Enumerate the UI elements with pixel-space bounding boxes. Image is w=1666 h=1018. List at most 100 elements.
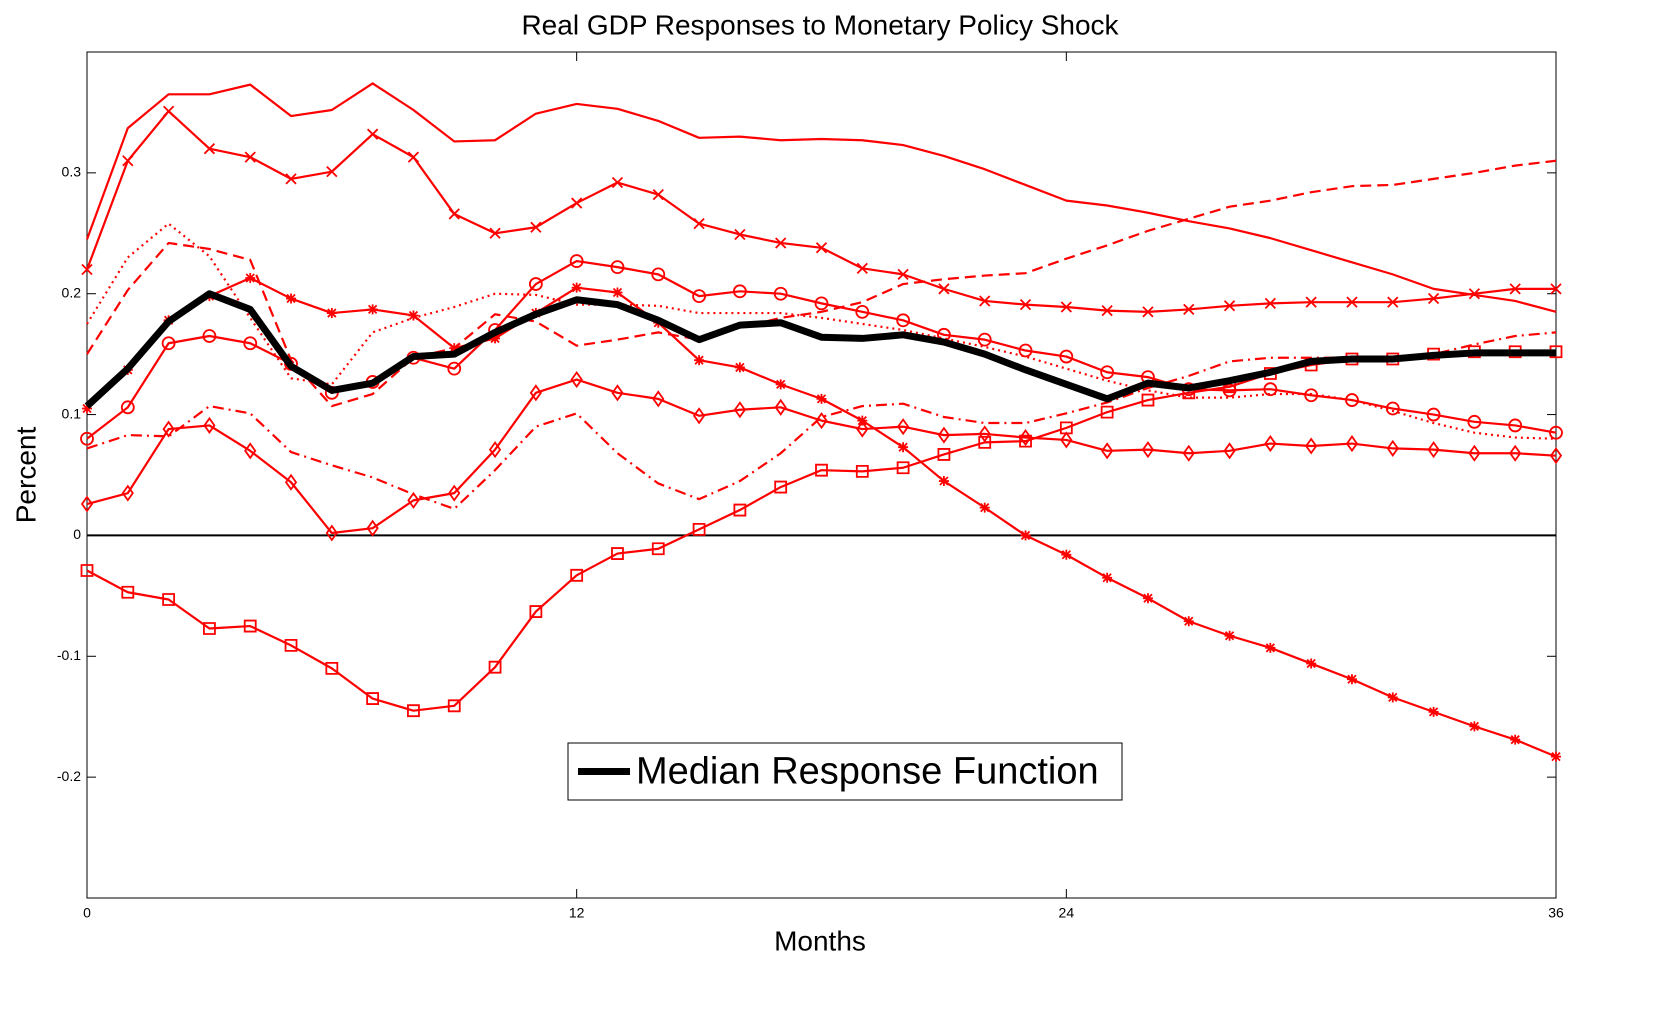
marker — [448, 208, 460, 220]
marker — [1345, 393, 1359, 407]
marker — [611, 176, 624, 189]
marker — [652, 390, 665, 408]
marker — [938, 283, 950, 295]
marker — [694, 355, 705, 366]
marker — [611, 384, 624, 402]
chart-title: Real GDP Responses to Monetary Policy Sh… — [521, 9, 1119, 40]
marker — [1141, 393, 1155, 407]
marker — [407, 704, 420, 718]
marker — [775, 379, 786, 390]
marker — [407, 151, 420, 163]
marker — [571, 197, 583, 209]
marker — [978, 435, 992, 449]
marker — [1059, 421, 1073, 435]
x-tick-label: 24 — [1059, 905, 1075, 921]
marker — [651, 542, 665, 556]
marker — [734, 362, 745, 373]
marker — [162, 105, 175, 117]
marker — [1386, 439, 1399, 457]
marker — [733, 503, 747, 517]
marker — [1061, 549, 1072, 560]
marker — [1020, 530, 1031, 541]
marker — [570, 370, 583, 389]
marker — [898, 442, 909, 453]
marker — [122, 155, 134, 167]
marker — [366, 692, 380, 705]
marker — [120, 400, 135, 415]
marker — [1101, 442, 1114, 460]
response-line — [86, 222, 1557, 440]
marker — [407, 491, 420, 509]
marker — [284, 473, 298, 491]
marker — [1387, 692, 1398, 703]
marker — [162, 593, 176, 606]
marker — [897, 268, 909, 281]
marker — [569, 254, 584, 268]
marker — [652, 188, 664, 201]
y-tick-label: 0.1 — [62, 405, 82, 421]
marker — [896, 461, 910, 475]
marker — [1223, 442, 1236, 460]
marker — [326, 308, 337, 319]
marker — [979, 502, 990, 513]
response-line — [86, 331, 1557, 510]
marker — [855, 464, 869, 478]
marker — [1060, 431, 1073, 449]
y-tick-label: -0.1 — [57, 647, 81, 663]
marker — [529, 384, 542, 402]
marker — [1427, 441, 1440, 459]
marker — [773, 286, 788, 301]
legend-label: Median Response Function — [636, 751, 1099, 793]
marker — [774, 480, 788, 494]
marker — [1509, 444, 1522, 462]
marker — [408, 310, 419, 321]
marker — [447, 699, 461, 713]
marker — [774, 398, 787, 416]
marker — [1059, 349, 1074, 364]
marker — [203, 622, 216, 635]
median-line — [84, 290, 1556, 409]
marker — [447, 361, 462, 376]
marker — [1510, 734, 1521, 745]
y-tick-label: 0.3 — [62, 164, 82, 180]
marker — [1060, 301, 1072, 313]
marker — [244, 151, 256, 163]
y-tick-label: 0.2 — [62, 284, 82, 300]
marker — [528, 277, 543, 291]
marker — [1142, 306, 1154, 318]
marker — [692, 407, 706, 425]
marker — [1346, 674, 1357, 685]
marker — [80, 495, 94, 513]
marker — [244, 442, 257, 460]
marker — [80, 564, 94, 577]
y-tick-label: 0 — [73, 526, 81, 542]
marker — [162, 420, 175, 438]
marker — [896, 313, 911, 328]
marker — [1264, 435, 1277, 453]
marker — [81, 263, 93, 276]
marker — [1387, 296, 1399, 308]
marker — [1183, 616, 1194, 627]
marker — [1549, 447, 1563, 465]
marker — [243, 336, 258, 351]
marker — [203, 143, 216, 155]
marker — [816, 393, 827, 404]
marker — [732, 284, 747, 299]
marker — [570, 568, 584, 582]
marker — [978, 425, 991, 443]
marker — [121, 484, 134, 502]
marker — [1468, 288, 1481, 300]
marker — [692, 289, 706, 304]
marker — [937, 426, 951, 444]
marker — [1468, 444, 1481, 462]
marker — [1346, 296, 1358, 308]
marker — [202, 329, 217, 343]
x-tick-label: 12 — [569, 905, 585, 921]
legend — [567, 742, 1123, 801]
marker — [571, 282, 582, 293]
marker — [1100, 405, 1114, 419]
marker — [286, 293, 297, 304]
response-line — [86, 378, 1557, 535]
marker — [1102, 572, 1113, 583]
marker — [285, 173, 297, 185]
